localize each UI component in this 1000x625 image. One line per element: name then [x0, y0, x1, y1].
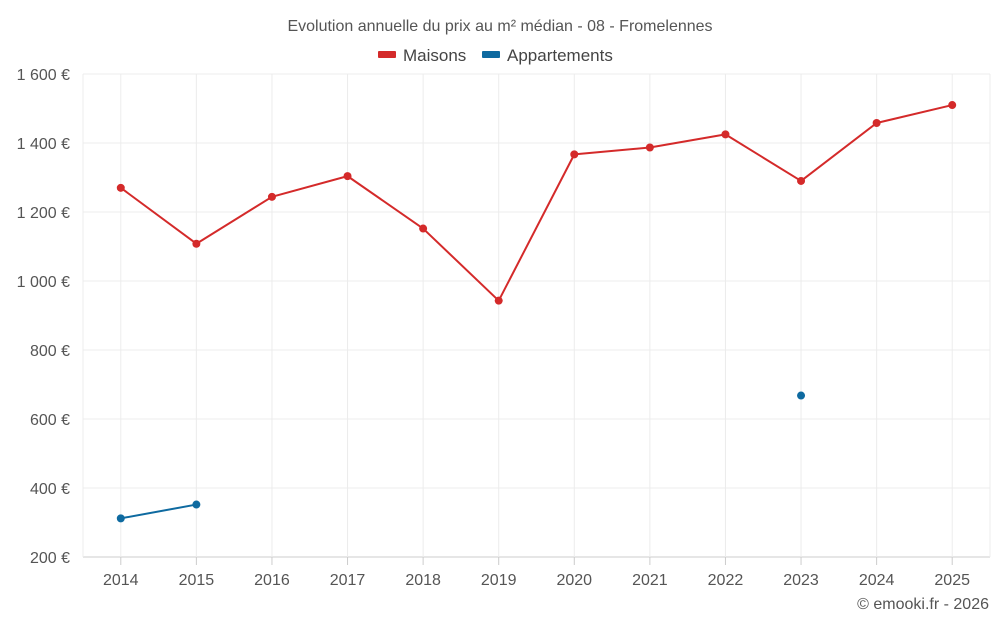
x-tick-label: 2020 — [556, 572, 592, 589]
y-tick-label: 1 400 € — [17, 136, 70, 153]
series-layer — [116, 101, 957, 523]
y-tick-label: 200 € — [30, 550, 70, 567]
y-tick-label: 600 € — [30, 412, 70, 429]
x-tick-label: 2017 — [330, 572, 366, 589]
data-point-appartements[interactable] — [797, 391, 806, 400]
x-tick-label: 2015 — [179, 572, 215, 589]
y-tick-label: 1 000 € — [17, 274, 70, 291]
chart-title: Evolution annuelle du prix au m² médian … — [287, 18, 712, 35]
x-tick-label: 2023 — [783, 572, 819, 589]
y-tick-label: 1 600 € — [17, 67, 70, 84]
data-point-maisons[interactable] — [267, 192, 276, 201]
y-tick-label: 400 € — [30, 481, 70, 498]
legend-label-maisons[interactable]: Maisons — [403, 46, 466, 65]
legend-swatch-maisons — [378, 51, 396, 58]
y-axis: 200 € 400 € 600 € 800 € 1 000 € 1 200 € 1 400 … — [17, 67, 70, 567]
x-axis: 2014 2015 2016 2017 2018 2019 2020 2021 2022 2023… — [103, 557, 970, 589]
legend-label-appartements[interactable]: Appartements — [507, 46, 613, 65]
data-point-maisons[interactable] — [419, 224, 428, 233]
data-point-maisons[interactable] — [797, 176, 806, 185]
data-point-maisons[interactable] — [494, 296, 503, 305]
data-point-maisons[interactable] — [645, 143, 654, 152]
data-point-maisons[interactable] — [948, 101, 957, 110]
data-point-maisons[interactable] — [872, 118, 881, 127]
series-line-appartements — [120, 503, 197, 520]
data-point-maisons[interactable] — [721, 130, 730, 139]
y-tick-label: 1 200 € — [17, 205, 70, 222]
y-tick-label: 800 € — [30, 343, 70, 360]
grid — [82, 73, 991, 558]
data-point-maisons[interactable] — [116, 183, 125, 192]
x-tick-label: 2019 — [481, 572, 517, 589]
x-tick-label: 2024 — [859, 572, 895, 589]
credit: © emooki.fr - 2026 — [857, 596, 989, 613]
x-tick-label: 2016 — [254, 572, 290, 589]
x-tick-label: 2025 — [934, 572, 970, 589]
series-line-maisons — [120, 104, 953, 302]
x-tick-label: 2014 — [103, 572, 139, 589]
legend-swatch-appartements — [482, 51, 500, 58]
x-tick-label: 2021 — [632, 572, 668, 589]
data-point-appartements[interactable] — [192, 500, 201, 509]
data-point-maisons[interactable] — [570, 150, 579, 159]
legend: Maisons Appartements — [378, 46, 613, 65]
x-tick-label: 2018 — [405, 572, 441, 589]
data-point-maisons[interactable] — [192, 239, 201, 248]
data-point-maisons[interactable] — [343, 172, 352, 181]
x-tick-label: 2022 — [708, 572, 744, 589]
data-point-appartements[interactable] — [116, 514, 125, 523]
